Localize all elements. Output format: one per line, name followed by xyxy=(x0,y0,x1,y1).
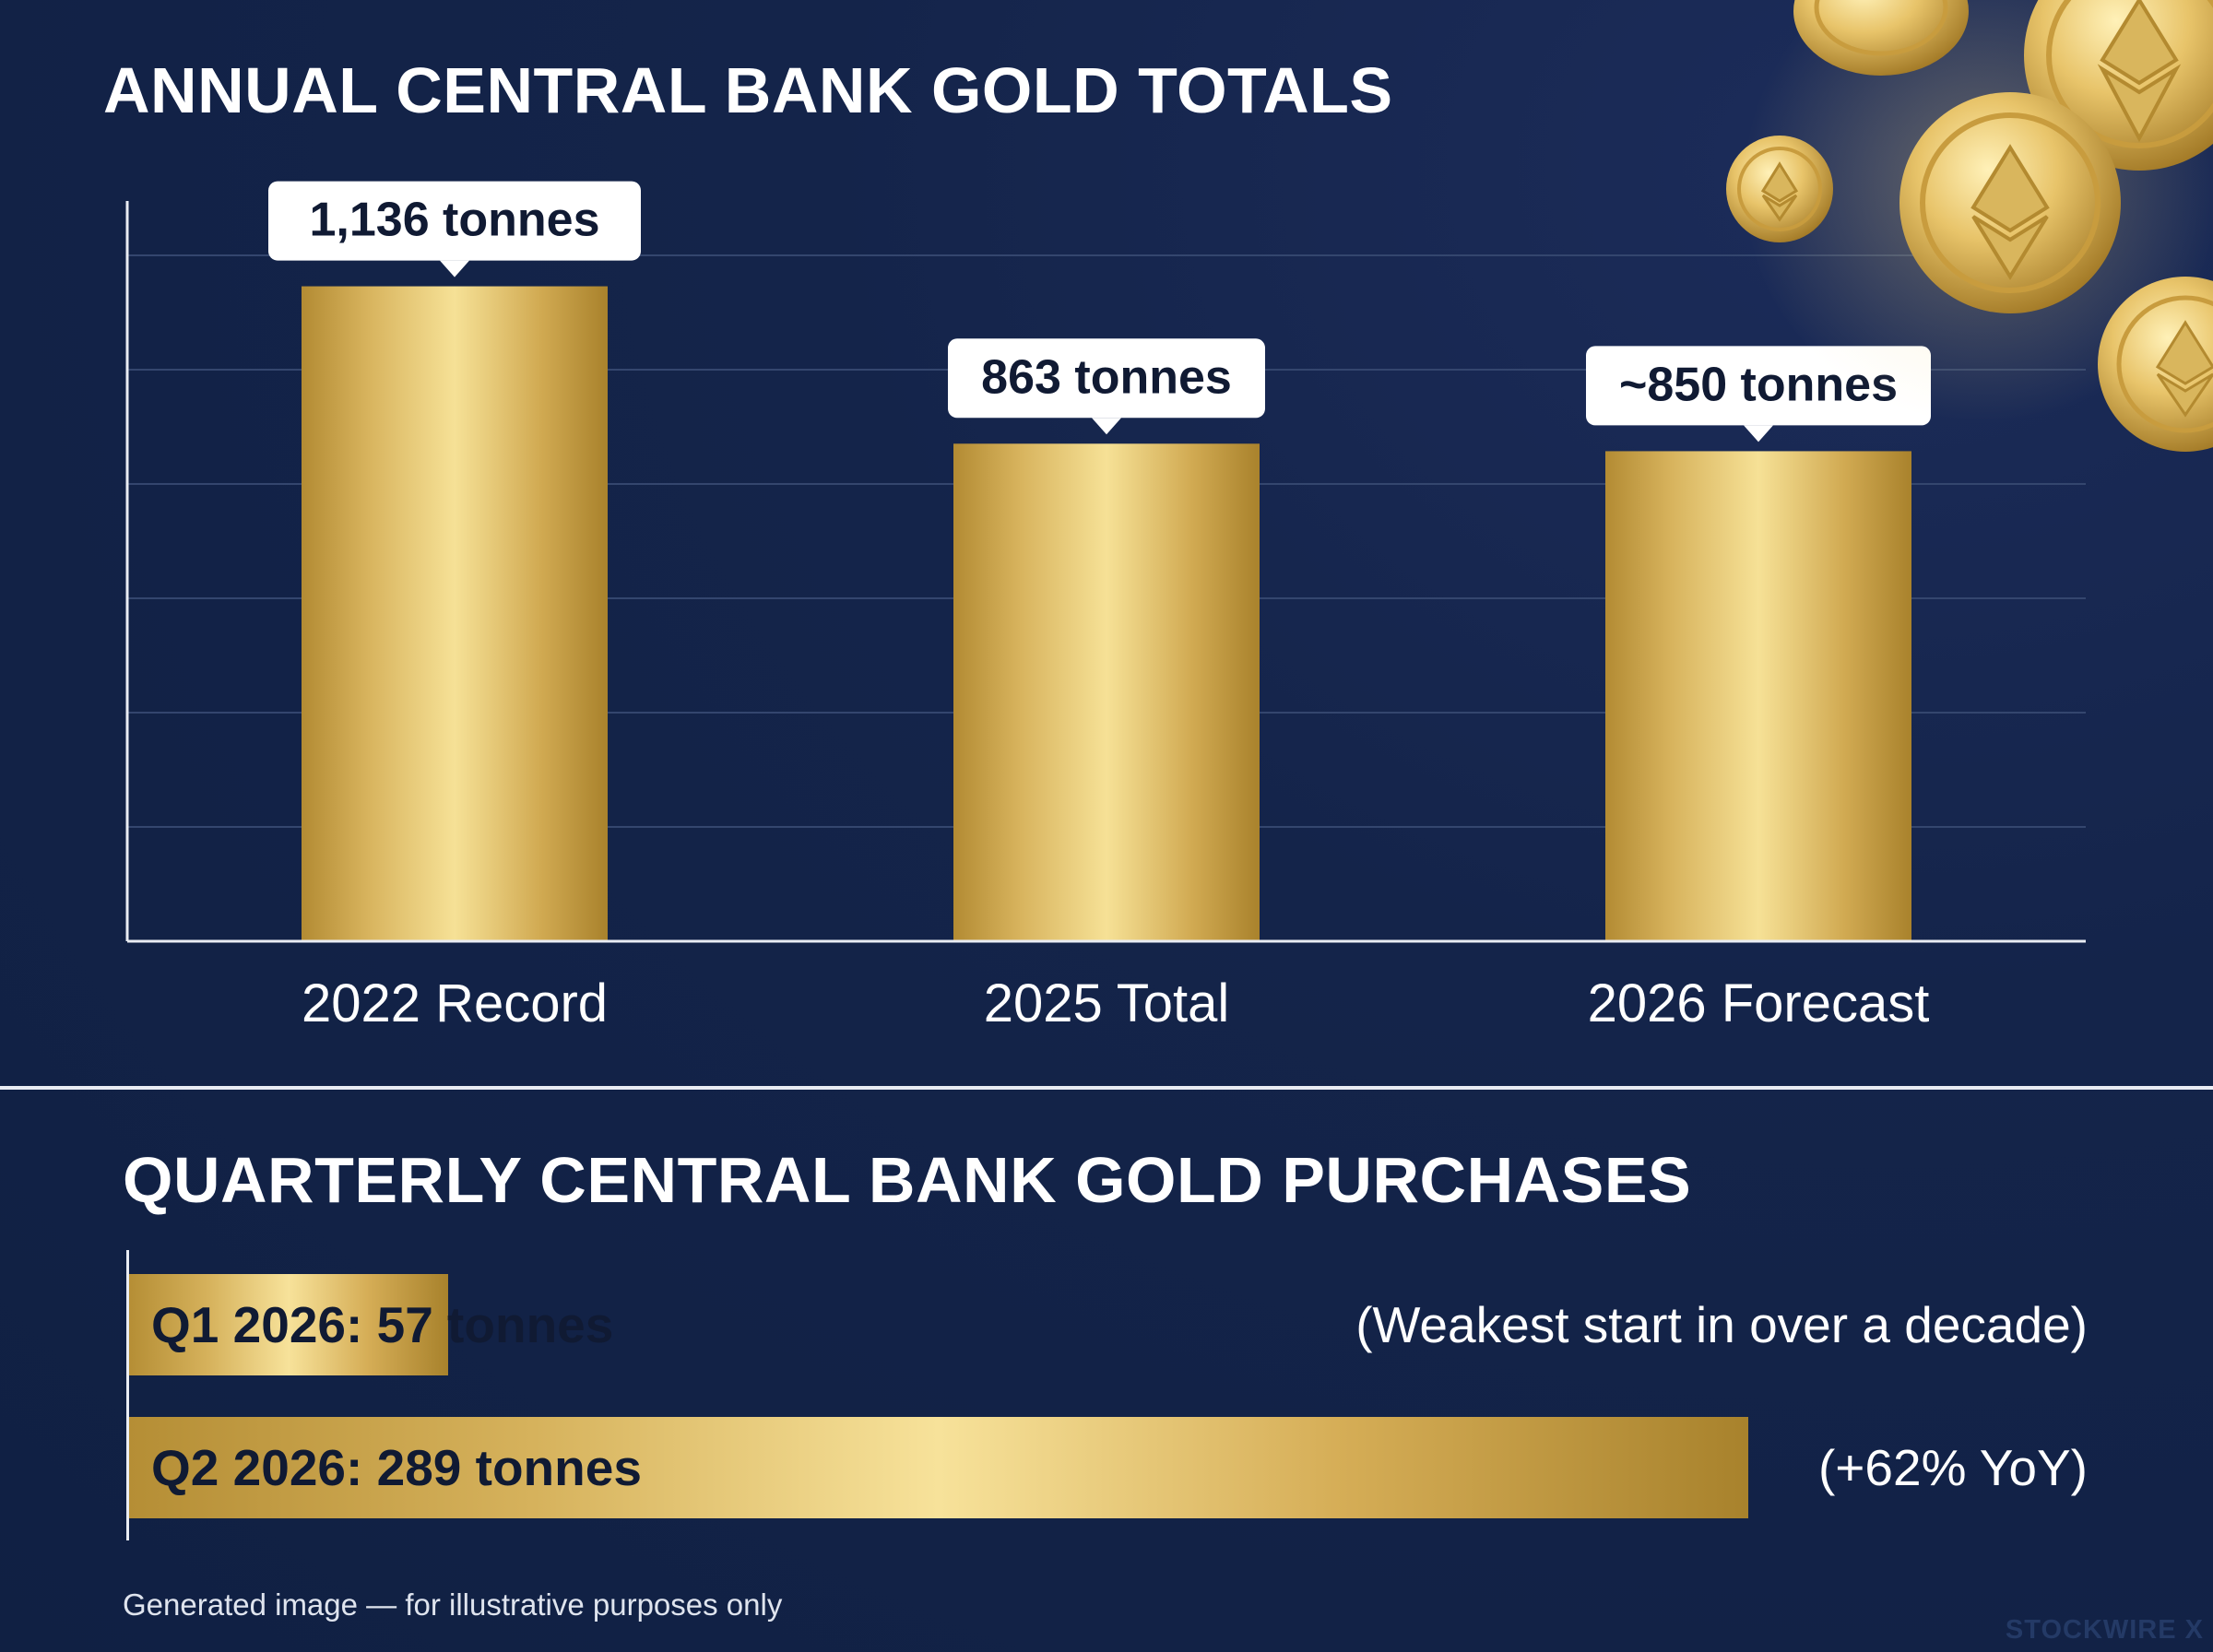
brand-watermark: STOCKWIRE X xyxy=(2005,1615,2204,1645)
bar-2026-forecast xyxy=(1605,451,1911,941)
category-label-2022-record: 2022 Record xyxy=(302,974,608,1033)
section-divider xyxy=(0,1086,2213,1090)
data-label-2025-total: 863 tonnes xyxy=(981,350,1232,404)
data-label-2022-record: 1,136 tonnes xyxy=(309,194,599,247)
annual-bar-chart: 1,136 tonnes 2022 Record 863 tonnes 2025 To… xyxy=(125,181,2086,1033)
annual-chart-title: ANNUAL CENTRAL BANK GOLD TOTALS xyxy=(103,54,1393,126)
data-label-box-2025-total: 863 tonnes xyxy=(948,338,1265,435)
bar-label-q1-2026: Q1 2026: 57 tonnes xyxy=(151,1296,614,1353)
bar-q1-2026: Q1 2026: 57 tonnes xyxy=(129,1274,613,1375)
coin-icon xyxy=(1726,136,1833,242)
bar-label-q2-2026: Q2 2026: 289 tonnes xyxy=(151,1439,642,1496)
annotation-q2-2026: (+62% YoY) xyxy=(1817,1439,2088,1496)
quarterly-axis xyxy=(126,1250,129,1540)
bar-2022-record xyxy=(302,286,608,941)
coin-icon xyxy=(1793,0,1969,76)
category-label-2025-total: 2025 Total xyxy=(984,974,1230,1033)
bar-2025-total xyxy=(953,443,1260,941)
coin-icon xyxy=(2098,277,2213,452)
data-label-box-2022-record: 1,136 tonnes xyxy=(268,181,641,277)
category-label-2026-forecast: 2026 Forecast xyxy=(1588,974,1930,1033)
gold-coins-icon xyxy=(1726,0,2213,452)
quarterly-chart-title: QUARTERLY CENTRAL BANK GOLD PURCHASES xyxy=(123,1144,1692,1216)
annotation-q1-2026: (Weakest start in over a decade) xyxy=(1355,1296,2088,1353)
footer-disclaimer: Generated image — for illustrative purpo… xyxy=(123,1587,783,1622)
bar-q2-2026: Q2 2026: 289 tonnes xyxy=(129,1417,1748,1518)
coin-icon xyxy=(1899,92,2121,313)
